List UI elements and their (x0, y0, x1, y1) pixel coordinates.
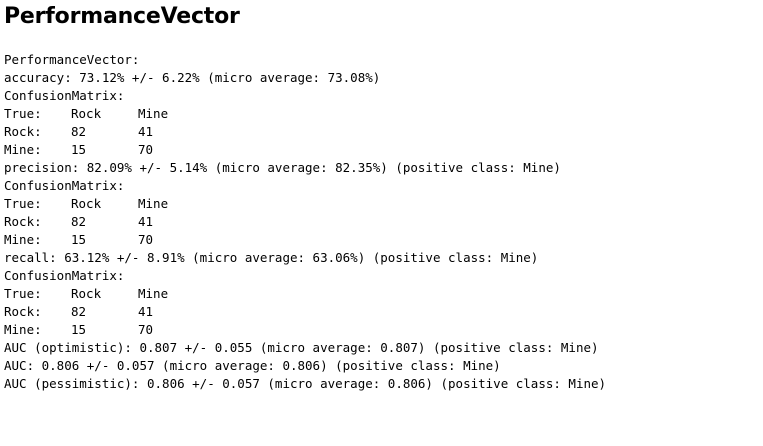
matrix-header-mine: Mine (138, 196, 169, 211)
matrix-row-label: Rock: (4, 214, 42, 229)
matrix-cell: 15 (71, 142, 87, 157)
matrix-header-mine: Mine (138, 286, 169, 301)
matrix-cell: 70 (138, 142, 154, 157)
confusion-matrix-title: ConfusionMatrix: (4, 268, 125, 283)
matrix-row-rock: Rock: 82 41 (4, 303, 606, 321)
matrix-cell: 41 (138, 124, 154, 139)
matrix-row-label: Mine: (4, 142, 42, 157)
matrix-cell: 41 (138, 214, 154, 229)
matrix-header-true: True: (4, 286, 42, 301)
matrix-row-label: Rock: (4, 124, 42, 139)
performance-report: PerformanceVector: accuracy: 73.12% +/- … (4, 51, 606, 393)
matrix-header-row: True: Rock Mine (4, 285, 606, 303)
precision-line: precision: 82.09% +/- 5.14% (micro avera… (4, 160, 561, 175)
matrix-header-true: True: (4, 106, 42, 121)
auc-line: AUC: 0.806 +/- 0.057 (micro average: 0.8… (4, 358, 501, 373)
matrix-row-rock: Rock: 82 41 (4, 213, 606, 231)
matrix-cell: 70 (138, 322, 154, 337)
matrix-row-label: Rock: (4, 304, 42, 319)
matrix-cell: 82 (71, 304, 87, 319)
matrix-header-rock: Rock (71, 286, 102, 301)
matrix-header-mine: Mine (138, 106, 169, 121)
auc-optimistic-line: AUC (optimistic): 0.807 +/- 0.055 (micro… (4, 340, 599, 355)
confusion-matrix-title: ConfusionMatrix: (4, 178, 125, 193)
matrix-cell: 15 (71, 232, 87, 247)
matrix-row-rock: Rock: 82 41 (4, 123, 606, 141)
report-header: PerformanceVector: (4, 52, 140, 67)
matrix-cell: 70 (138, 232, 154, 247)
matrix-row-mine: Mine: 15 70 (4, 141, 606, 159)
matrix-cell: 82 (71, 124, 87, 139)
recall-line: recall: 63.12% +/- 8.91% (micro average:… (4, 250, 539, 265)
matrix-cell: 82 (71, 214, 87, 229)
matrix-header-row: True: Rock Mine (4, 105, 606, 123)
auc-pessimistic-line: AUC (pessimistic): 0.806 +/- 0.057 (micr… (4, 376, 607, 391)
matrix-cell: 15 (71, 322, 87, 337)
matrix-cell: 41 (138, 304, 154, 319)
matrix-header-rock: Rock (71, 196, 102, 211)
matrix-row-mine: Mine: 15 70 (4, 231, 606, 249)
matrix-header-true: True: (4, 196, 42, 211)
matrix-header-row: True: Rock Mine (4, 195, 606, 213)
matrix-row-mine: Mine: 15 70 (4, 321, 606, 339)
matrix-row-label: Mine: (4, 322, 42, 337)
matrix-row-label: Mine: (4, 232, 42, 247)
matrix-header-rock: Rock (71, 106, 102, 121)
confusion-matrix-title: ConfusionMatrix: (4, 88, 125, 103)
accuracy-line: accuracy: 73.12% +/- 6.22% (micro averag… (4, 70, 381, 85)
page-title: PerformanceVector (4, 4, 240, 29)
